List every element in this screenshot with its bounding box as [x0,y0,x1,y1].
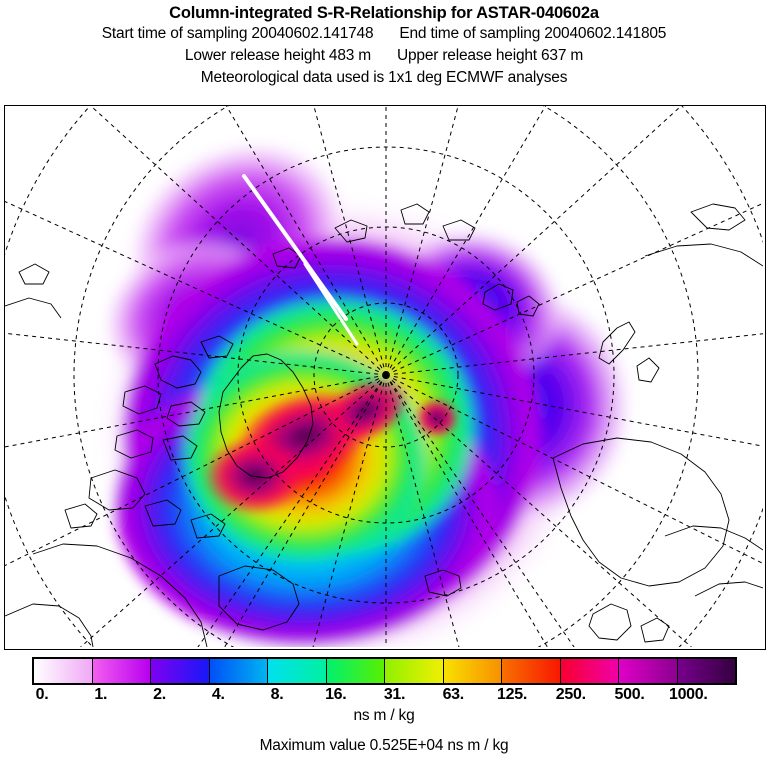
colorbar-segment [34,659,93,683]
colorbar-segment [677,659,735,683]
maximum-value-label: Maximum value 0.525E+04 ns m / kg [259,737,509,754]
colorbar-segment [268,659,327,683]
colorbar-segment [560,659,619,683]
colorbar-tick-label: 125. [497,686,527,703]
end-time-label: End time of sampling 20040602.141805 [399,25,667,42]
upper-release-height-label: Upper release height 637 m [397,47,584,64]
graticule-meridians [5,106,763,647]
colorbar-segment [619,659,678,683]
colorbar[interactable] [32,657,737,685]
flight-track-line [242,174,348,321]
colorbar-tick-label: 250. [555,686,586,703]
colorbar-tick-label: 0. [35,686,49,703]
colorbar-segment [502,659,561,683]
colorbar-tick-label: 63. [442,686,465,703]
sampling-time-row: Start time of sampling 20040602.141748 E… [0,23,768,45]
colorbar-segment [92,659,151,683]
colorbar-segment [326,659,385,683]
map-panel [4,105,766,650]
colorbar-segment [151,659,210,683]
map-canvas [5,106,763,647]
start-time-label: Start time of sampling 20040602.141748 [101,25,374,42]
flight-track-segment [303,262,359,346]
colorbar-tick-label: 4. [211,686,225,703]
colorbar-units-label: ns m / kg [353,707,415,724]
colorbar-tick-label: 31. [383,686,406,703]
colorbar-segment [443,659,502,683]
figure-header: Column-integrated S-R-Relationship for A… [0,0,768,89]
release-height-row: Lower release height 483 m Upper release… [0,45,768,67]
coastlines [5,203,763,647]
lower-release-height-label: Lower release height 483 m [184,47,371,64]
colorbar-tick-label: 500. [614,686,645,703]
colorbar-segment [209,659,268,683]
colorbar-segment [385,659,444,683]
colorbar-tick-label: 8. [270,686,284,703]
colorbar-tick-label: 1000. [668,686,708,703]
met-data-label: Meteorological data used is 1x1 deg ECMW… [200,69,568,86]
colorbar-tick-label: 2. [153,686,166,703]
page-title: Column-integrated S-R-Relationship for A… [169,4,599,22]
colorbar-tick-label: 16. [325,686,347,703]
colorbar-tick-labels: 0. 1. 2. 4. 8. 16. 31. 63. 125. 250. 500. 1000. [0,686,768,708]
colorbar-tick-label: 1. [94,686,108,703]
